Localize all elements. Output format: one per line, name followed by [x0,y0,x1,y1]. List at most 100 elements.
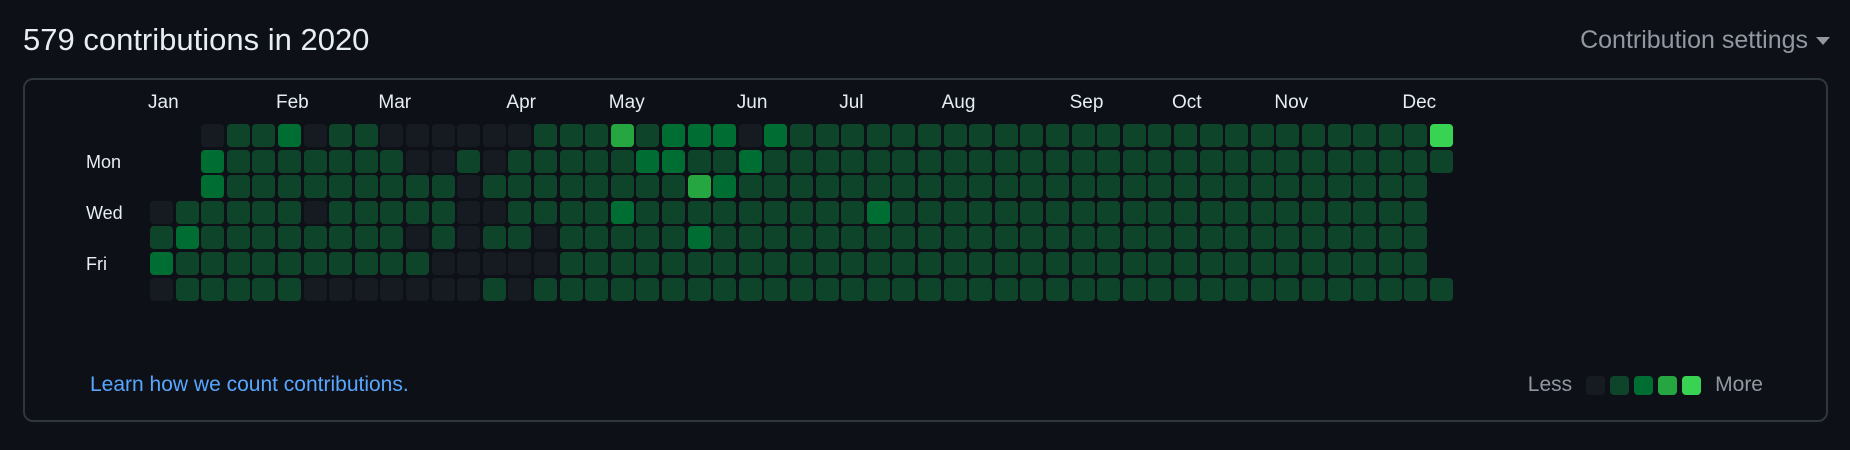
contribution-cell[interactable] [738,200,762,224]
contribution-cell[interactable] [1378,226,1402,250]
contribution-cell[interactable] [354,124,378,147]
contribution-cell[interactable] [508,200,532,224]
contribution-cell[interactable] [1276,252,1300,275]
contribution-cell[interactable] [764,226,788,250]
contribution-cell[interactable] [1174,175,1197,199]
contribution-cell[interactable] [354,175,378,199]
contribution-cell[interactable] [1097,252,1121,275]
contribution-cell[interactable] [559,124,583,147]
contribution-cell[interactable] [866,252,890,275]
contribution-cell[interactable] [406,252,429,275]
contribution-cell[interactable] [1276,124,1300,147]
contribution-cell[interactable] [662,200,685,224]
contribution-cell[interactable] [918,200,941,224]
contribution-cell[interactable] [1378,149,1402,173]
contribution-cell[interactable] [1250,277,1274,301]
contribution-cell[interactable] [1020,200,1044,224]
contribution-cell[interactable] [687,175,711,199]
contribution-cell[interactable] [662,252,685,275]
contribution-cell[interactable] [150,277,173,301]
contribution-cell[interactable] [815,124,839,147]
contribution-cell[interactable] [866,124,890,147]
contribution-cell[interactable] [1020,175,1044,199]
contribution-cell[interactable] [585,277,609,301]
contribution-cell[interactable] [918,252,941,275]
contribution-cell[interactable] [969,124,993,147]
contribution-cell[interactable] [303,149,327,173]
contribution-cell[interactable] [1353,149,1377,173]
contribution-cell[interactable] [1148,252,1172,275]
contribution-cell[interactable] [1276,226,1300,250]
contribution-cell[interactable] [1046,200,1069,224]
contribution-cell[interactable] [1148,200,1172,224]
contribution-cell[interactable] [1148,124,1172,147]
contribution-cell[interactable] [815,200,839,224]
contribution-cell[interactable] [406,226,429,250]
learn-contributions-link[interactable]: Learn how we count contributions. [90,373,409,396]
contribution-cell[interactable] [1353,124,1377,147]
contribution-cell[interactable] [1199,226,1223,250]
contribution-cell[interactable] [994,200,1018,224]
contribution-cell[interactable] [636,252,660,275]
contribution-cell[interactable] [150,252,173,275]
contribution-cell[interactable] [329,226,353,250]
contribution-cell[interactable] [508,226,532,250]
contribution-cell[interactable] [790,200,813,224]
contribution-cell[interactable] [201,277,225,301]
contribution-cell[interactable] [1353,252,1377,275]
contribution-cell[interactable] [201,175,225,199]
contribution-cell[interactable] [994,252,1018,275]
contribution-cell[interactable] [1302,149,1325,173]
contribution-cell[interactable] [790,124,813,147]
contribution-cell[interactable] [457,149,481,173]
contribution-cell[interactable] [610,226,634,250]
contribution-cell[interactable] [1353,277,1377,301]
contribution-cell[interactable] [687,124,711,147]
contribution-cell[interactable] [482,175,506,199]
contribution-cell[interactable] [1020,149,1044,173]
contribution-cell[interactable] [1353,200,1377,224]
contribution-cell[interactable] [201,200,225,224]
contribution-cell[interactable] [534,124,557,147]
contribution-cell[interactable] [1071,124,1095,147]
contribution-cell[interactable] [943,149,967,173]
contribution-cell[interactable] [764,277,788,301]
contribution-cell[interactable] [1122,226,1146,250]
contribution-cell[interactable] [1071,200,1095,224]
contribution-cell[interactable] [1046,226,1069,250]
contribution-cell[interactable] [1378,200,1402,224]
contribution-cell[interactable] [1302,175,1325,199]
contribution-cell[interactable] [1225,175,1249,199]
contribution-cell[interactable] [1353,175,1377,199]
contribution-cell[interactable] [1404,277,1428,301]
contribution-cell[interactable] [1250,149,1274,173]
contribution-cell[interactable] [713,226,737,250]
contribution-cell[interactable] [738,252,762,275]
contribution-cell[interactable] [1174,200,1197,224]
contribution-cell[interactable] [866,149,890,173]
contribution-cell[interactable] [1046,252,1069,275]
contribution-cell[interactable] [1174,252,1197,275]
contribution-cell[interactable] [790,175,813,199]
contribution-cell[interactable] [406,124,429,147]
contribution-cell[interactable] [662,277,685,301]
contribution-cell[interactable] [1404,252,1428,275]
contribution-cell[interactable] [764,200,788,224]
contribution-cell[interactable] [303,252,327,275]
contribution-cell[interactable] [610,252,634,275]
contribution-cell[interactable] [636,277,660,301]
contribution-cell[interactable] [201,149,225,173]
contribution-cell[interactable] [738,124,762,147]
contribution-cell[interactable] [738,226,762,250]
contribution-cell[interactable] [1302,252,1325,275]
contribution-cell[interactable] [713,252,737,275]
contribution-cell[interactable] [610,200,634,224]
contribution-cell[interactable] [534,277,557,301]
contribution-cell[interactable] [1378,124,1402,147]
contribution-cell[interactable] [226,200,250,224]
contribution-cell[interactable] [303,124,327,147]
contribution-cell[interactable] [994,277,1018,301]
contribution-cell[interactable] [457,252,481,275]
contribution-cell[interactable] [482,124,506,147]
contribution-cell[interactable] [329,149,353,173]
